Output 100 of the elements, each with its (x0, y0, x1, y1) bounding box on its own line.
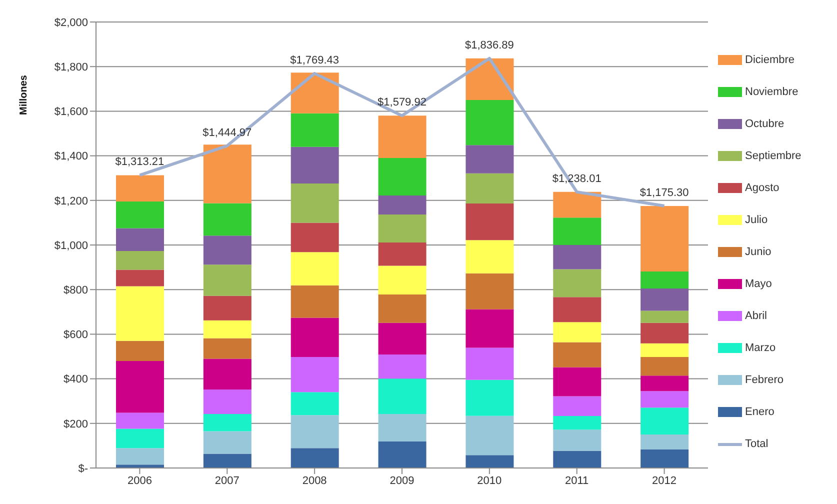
data-label: $1,444.97 (202, 126, 252, 139)
y-tick-label: $200 (64, 418, 88, 430)
bar (116, 340, 164, 361)
data-label: $1,238.01 (552, 172, 602, 185)
bar (116, 412, 164, 429)
y-tick-label: $600 (64, 329, 88, 342)
legend-label: Junio (745, 246, 772, 258)
legend-label: Julio (745, 214, 768, 226)
bar (640, 408, 689, 435)
bar (378, 294, 426, 323)
bar (553, 450, 602, 468)
legend-label: Diciembre (745, 54, 795, 66)
legend-label: Octubre (745, 118, 784, 130)
legend-label: Mayo (745, 278, 772, 290)
bar (553, 396, 602, 416)
bar (203, 320, 252, 338)
bar (640, 206, 689, 272)
bar (378, 378, 426, 414)
legend-label: Total (745, 438, 768, 450)
bar (466, 240, 514, 274)
bar (290, 318, 339, 357)
x-tick-label: 2006 (127, 474, 152, 487)
bar (116, 228, 164, 252)
bar (378, 242, 426, 266)
bar (290, 356, 339, 392)
legend-label: Febrero (745, 374, 784, 386)
bar (116, 202, 164, 228)
bar (116, 448, 164, 465)
bar (466, 145, 514, 174)
legend-label: Agosto (745, 182, 780, 194)
bar (290, 72, 339, 114)
bar (378, 266, 426, 295)
bar (378, 158, 426, 196)
bar (290, 252, 339, 286)
bar (290, 285, 339, 318)
y-axis-title: Millones (18, 74, 30, 116)
bar (116, 286, 164, 341)
bar (553, 245, 602, 270)
bar (640, 272, 689, 288)
bar (466, 309, 514, 348)
legend-label: Noviembre (745, 86, 798, 98)
bar (640, 322, 689, 344)
bar (203, 414, 252, 432)
y-tick-label: $1,000 (54, 240, 88, 252)
y-tick-label: $1,200 (54, 195, 88, 208)
bar (203, 264, 252, 296)
bar (378, 195, 426, 214)
bar (378, 441, 426, 468)
bar (203, 203, 252, 236)
data-label: $1,836.89 (464, 39, 514, 52)
bar (116, 464, 164, 468)
x-tick-label: 2007 (214, 474, 240, 487)
x-tick-label: 2011 (565, 474, 589, 487)
bar (553, 297, 602, 322)
bar (116, 428, 164, 448)
bar (290, 392, 339, 416)
bar (640, 310, 689, 323)
bar (553, 269, 602, 298)
bar (378, 214, 426, 243)
bar (640, 449, 689, 468)
bar (290, 448, 339, 468)
bar (116, 175, 164, 202)
bar (553, 430, 602, 451)
bar (466, 100, 514, 146)
bar (466, 348, 514, 380)
y-tick-label: $400 (64, 374, 88, 386)
bar (203, 338, 252, 359)
bar (466, 380, 514, 416)
x-tick-label: 2010 (477, 474, 502, 487)
bar (640, 356, 689, 376)
x-tick-label: 2008 (302, 474, 327, 487)
bar (378, 414, 426, 442)
data-label: $1,579.92 (378, 96, 426, 109)
bar (466, 204, 514, 240)
y-tick-label: $800 (64, 284, 88, 297)
bar (553, 342, 602, 368)
bar (203, 296, 252, 320)
data-label: $1,313.21 (115, 156, 164, 168)
bar (553, 322, 602, 342)
bar (640, 376, 689, 392)
bar (116, 270, 164, 286)
bar (116, 360, 164, 413)
bar (378, 116, 426, 158)
legend-label: Marzo (745, 342, 776, 354)
legend-label: Septiembre (745, 150, 802, 162)
bar (290, 183, 339, 223)
bar (553, 367, 602, 396)
bar (290, 222, 339, 252)
bar (203, 454, 252, 468)
bar (466, 455, 514, 468)
bar (378, 322, 426, 354)
y-tick-label: $2,000 (54, 16, 88, 29)
y-tick-label: $1,400 (54, 150, 88, 163)
bar (640, 343, 689, 357)
legend-label: Abril (745, 310, 768, 322)
bar (203, 236, 252, 265)
bar (553, 192, 602, 218)
bar (290, 415, 339, 448)
data-label: $1,769.43 (290, 54, 340, 66)
bar (290, 146, 339, 184)
